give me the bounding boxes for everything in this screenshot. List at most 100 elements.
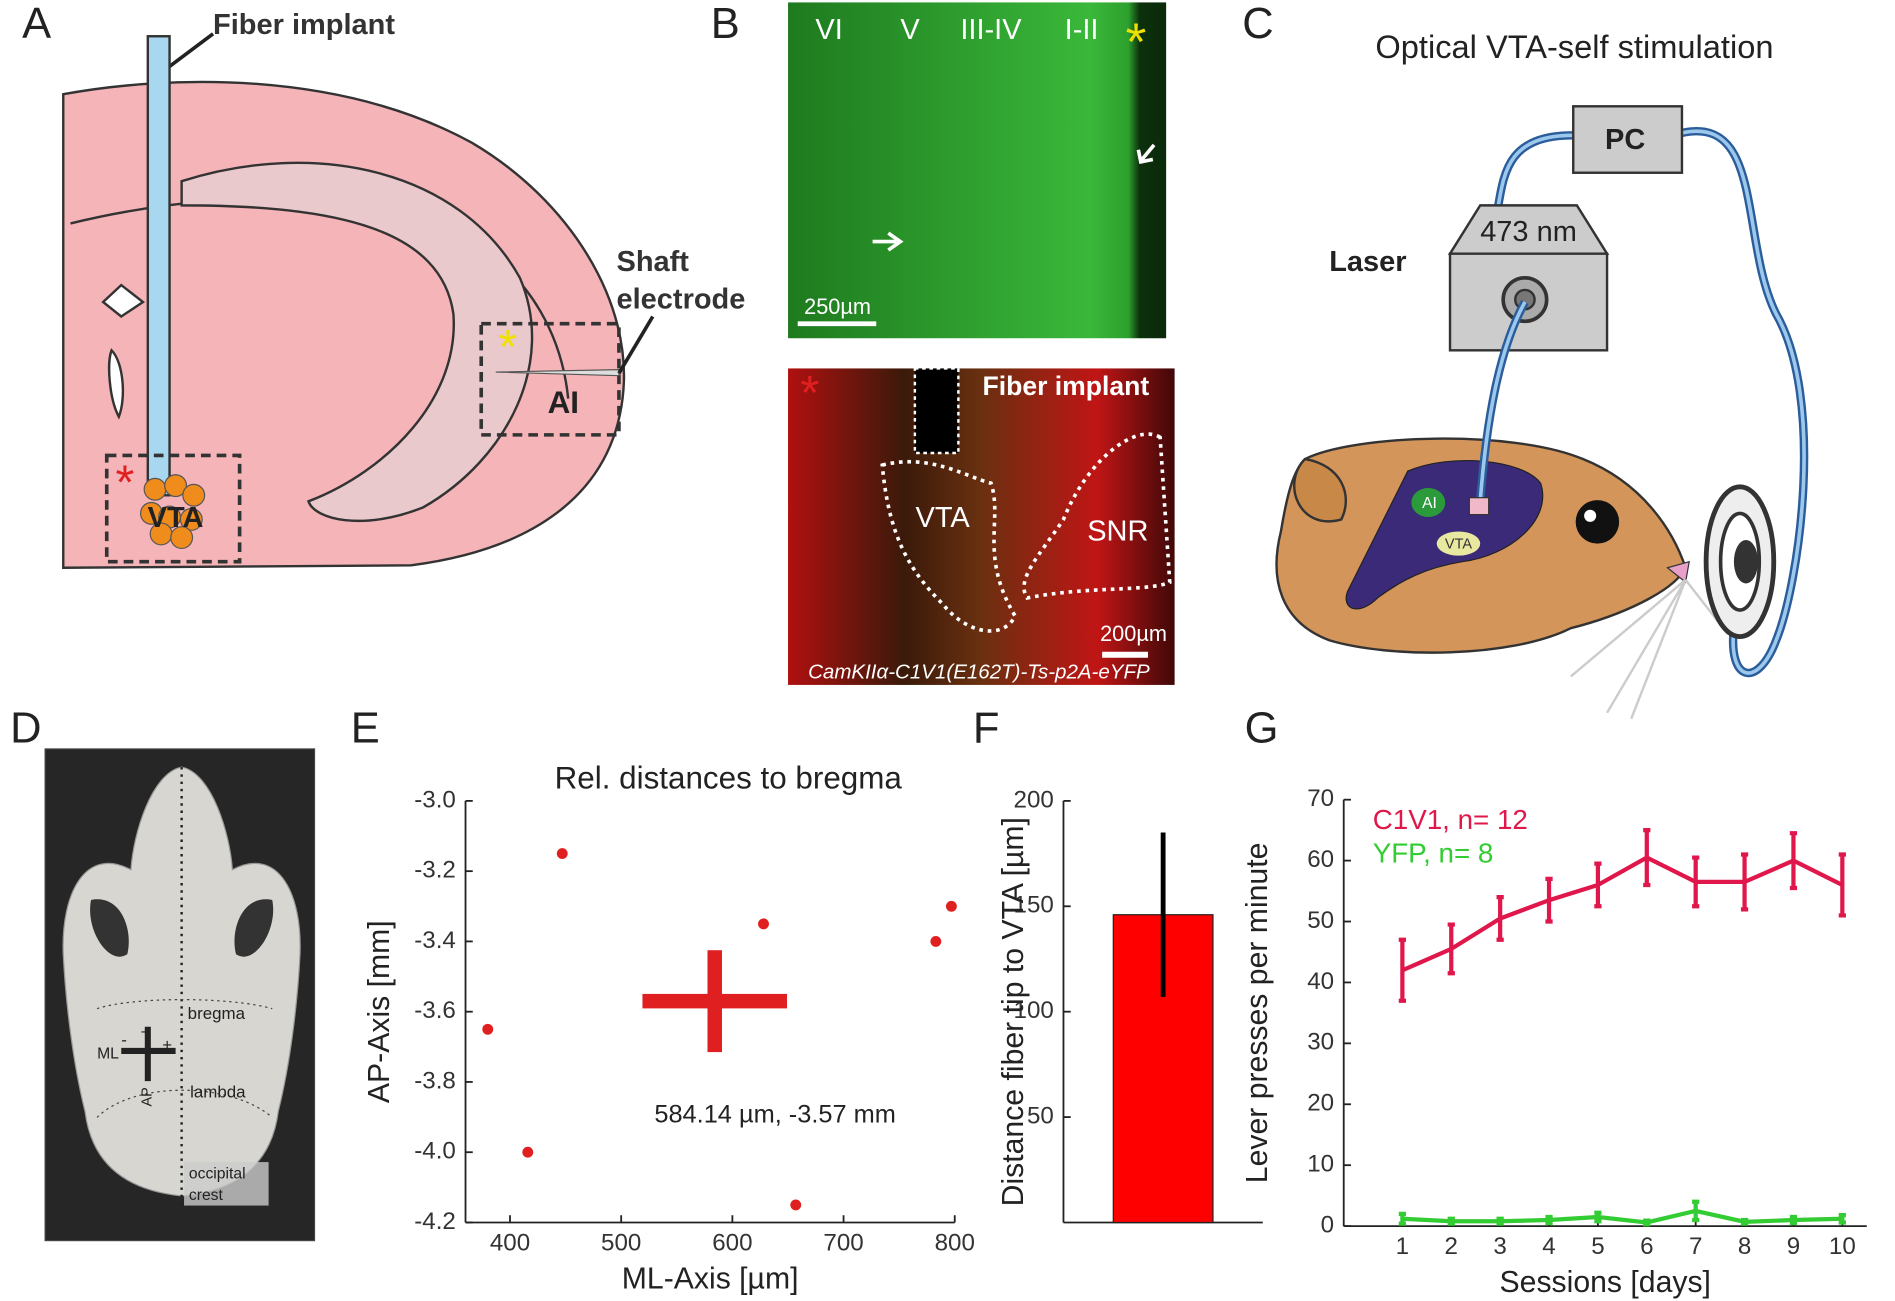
- error-bar: [1447, 922, 1455, 976]
- asterisk: *: [498, 320, 517, 374]
- y-tick-label: 20: [1307, 1090, 1334, 1117]
- label: ML: [97, 1046, 119, 1063]
- panel-d: bregma lambda occipital crest ML AP + + …: [44, 748, 316, 1242]
- point: [930, 935, 942, 947]
- y-tick-label: 30: [1307, 1029, 1334, 1056]
- y-axis-label: AP-Axis [mm]: [363, 920, 396, 1103]
- speaker: [1733, 539, 1759, 584]
- label: electrode: [617, 283, 746, 315]
- vta-region: [1436, 531, 1481, 556]
- point: [945, 900, 957, 912]
- label: +: [141, 1022, 151, 1041]
- y-tick-label: 50: [1307, 907, 1334, 934]
- asterisk: *: [115, 455, 134, 509]
- label: I-II: [1065, 14, 1099, 46]
- x-tick-label: 6: [1640, 1233, 1653, 1260]
- label: PC: [1605, 124, 1645, 156]
- shape: [143, 477, 167, 501]
- ferrule: [1468, 497, 1490, 516]
- point: [790, 1199, 802, 1211]
- panel-letter: F: [973, 704, 1000, 752]
- y-tick-label: 10: [1307, 1151, 1334, 1178]
- ai-region: [1411, 488, 1446, 518]
- label: Fiber implant: [982, 371, 1149, 401]
- white-matter: [180, 161, 534, 523]
- label: 250µm: [804, 294, 871, 319]
- dashed-box: [104, 453, 242, 564]
- error-bar: [1838, 852, 1846, 918]
- label: 473 nm: [1480, 216, 1577, 248]
- asterisk: *: [800, 366, 819, 420]
- y-tick-label: -4.0: [414, 1138, 456, 1165]
- snr-outline: [1022, 432, 1172, 600]
- eye: [1575, 500, 1620, 544]
- shape: [179, 507, 203, 531]
- x-tick-label: 4: [1542, 1233, 1555, 1260]
- shape: [170, 526, 194, 550]
- y-tick-label: 100: [1014, 997, 1054, 1024]
- mean-y-error: [707, 950, 722, 1053]
- y-tick-label: -3.6: [414, 997, 456, 1024]
- error-bar: [1692, 1199, 1700, 1223]
- error-bar: [1398, 1211, 1407, 1226]
- y-tick-label: 0: [1321, 1211, 1334, 1238]
- fiber-implant: [146, 35, 171, 497]
- label: occipital: [189, 1165, 246, 1182]
- error-bar: [1447, 1216, 1455, 1226]
- vta-cells: [139, 474, 206, 550]
- whiskers: [1570, 578, 1729, 720]
- y-tick-label: -4.2: [414, 1208, 456, 1235]
- panel-title: Optical VTA-self stimulation: [1375, 28, 1773, 65]
- label: VI: [815, 14, 842, 46]
- label: bregma: [188, 1004, 246, 1023]
- fiber-cable: [1478, 301, 1527, 502]
- label: +: [162, 1036, 172, 1055]
- label: V: [900, 14, 920, 46]
- error-bar: [1594, 1210, 1602, 1224]
- x-axis-label: Sessions [days]: [1500, 1266, 1711, 1299]
- error-bar: [1545, 1214, 1553, 1226]
- y-tick-label: 70: [1307, 785, 1334, 812]
- panel-letter: D: [10, 704, 41, 752]
- panel-letter: A: [22, 0, 51, 48]
- ventricle: [101, 283, 146, 318]
- label: VTA: [916, 502, 971, 534]
- error-bar: [1740, 1217, 1749, 1226]
- x-tick-label: 7: [1689, 1233, 1702, 1260]
- error-bar: [1545, 876, 1553, 924]
- x-axis-label: ML-Axis [µm]: [622, 1262, 799, 1295]
- y-tick-label: 150: [1014, 892, 1054, 919]
- point: [482, 1023, 494, 1035]
- y-axis-label: Distance fiber tip to VTA [µm]: [997, 817, 1030, 1206]
- chart-title: Rel. distances to bregma: [555, 761, 903, 796]
- panel-letter: E: [351, 704, 380, 752]
- x-tick-label: 2: [1445, 1233, 1458, 1260]
- x-tick-label: 9: [1787, 1233, 1800, 1260]
- point: [522, 1146, 534, 1158]
- error-bar: [1643, 1218, 1651, 1227]
- y-tick-label: 40: [1307, 968, 1334, 995]
- pc-box: [1572, 105, 1684, 174]
- fiber-lead: [168, 32, 215, 68]
- error-bar: [1740, 852, 1749, 912]
- nose: [1666, 560, 1690, 584]
- legend-label: YFP, n= 8: [1373, 838, 1494, 869]
- label: AI: [1422, 495, 1437, 512]
- shape: [1570, 578, 1687, 678]
- x-tick-label: 10: [1829, 1233, 1856, 1260]
- shape: [1606, 579, 1687, 714]
- point: [556, 848, 568, 860]
- y-tick-label: 60: [1307, 846, 1334, 873]
- shape: [182, 483, 206, 507]
- label: CamKIIα-C1V1(E162T)-Ts-p2A-eYFP: [808, 660, 1150, 683]
- label: lambda: [190, 1083, 246, 1102]
- error-bar: [1692, 855, 1700, 909]
- suture: [96, 999, 273, 1118]
- error-bar: [1594, 861, 1602, 909]
- label: VTA: [148, 502, 204, 534]
- label: crest: [189, 1187, 224, 1204]
- x-tick-label: 1: [1396, 1233, 1409, 1260]
- annotation: 584.14 µm, -3.57 mm: [654, 1101, 896, 1129]
